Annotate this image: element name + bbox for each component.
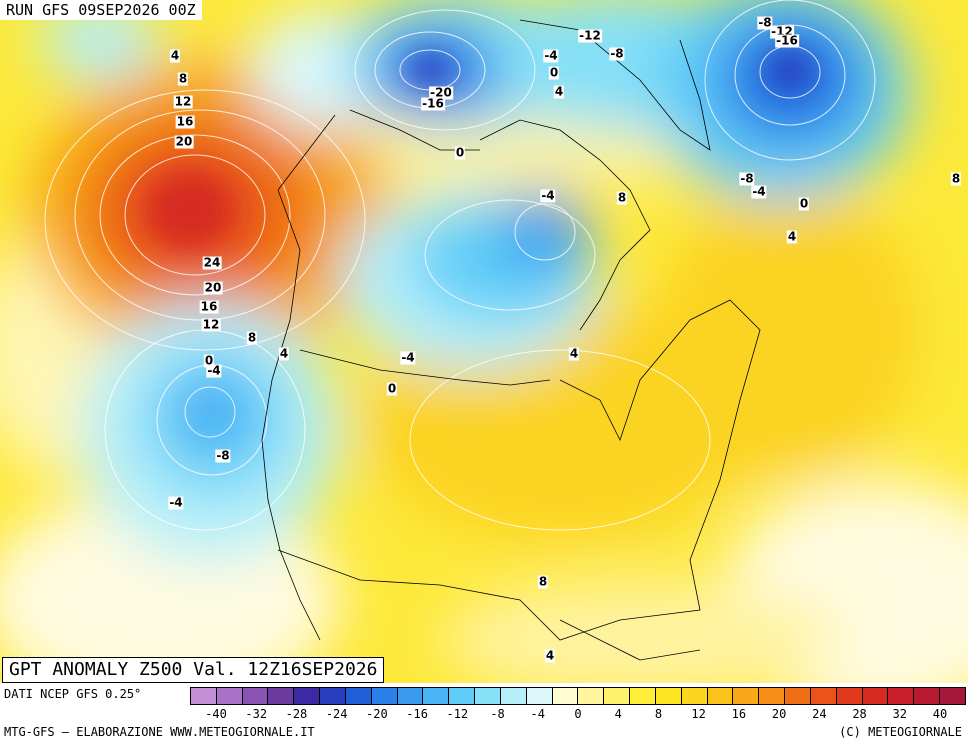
color-scale-tick: -8 xyxy=(490,707,505,721)
contour-label: 0 xyxy=(798,196,810,211)
contour-label: 20 xyxy=(203,280,223,295)
color-swatch xyxy=(940,688,965,704)
color-scale-tick: 0 xyxy=(574,707,582,721)
color-scale-tick: -16 xyxy=(406,707,428,721)
contour-label: 4 xyxy=(278,346,290,361)
color-swatch xyxy=(397,688,424,704)
color-swatch xyxy=(914,688,941,704)
contour-label: 24 xyxy=(202,255,222,270)
color-scale-tick: 32 xyxy=(892,707,907,721)
color-swatch xyxy=(268,688,295,704)
map-title: GPT ANOMALY Z500 Val. 12Z16SEP2026 xyxy=(2,657,385,683)
contour-label: 12 xyxy=(173,94,193,109)
contour-label: 4 xyxy=(786,229,798,244)
contour-label: -4 xyxy=(540,188,556,203)
contour-label: 8 xyxy=(537,574,549,589)
color-swatch xyxy=(345,688,372,704)
contour-label: 20 xyxy=(174,134,194,149)
contour-label: -4 xyxy=(751,184,767,199)
contour-label: 4 xyxy=(553,84,565,99)
data-source: DATI NCEP GFS 0.25° xyxy=(4,687,142,701)
color-swatch xyxy=(604,688,631,704)
color-scale-tick: -28 xyxy=(285,707,308,721)
color-scale-tick: 12 xyxy=(691,707,706,721)
footer: DATI NCEP GFS 0.25° -40 -32 -28 -24 -20 -16 -1… xyxy=(0,683,968,745)
color-swatch xyxy=(888,688,915,704)
contour-label: -4 xyxy=(543,48,559,63)
color-scale-tick: -12 xyxy=(446,707,469,721)
color-swatch xyxy=(836,688,863,704)
color-scale-tick: 24 xyxy=(812,707,827,721)
color-swatch xyxy=(294,688,321,704)
color-swatch xyxy=(630,688,656,704)
contour-label: -8 xyxy=(609,46,625,61)
color-scale-tick: -4 xyxy=(530,707,545,721)
color-scale-tick: -32 xyxy=(245,707,268,721)
color-swatch xyxy=(371,688,398,704)
color-swatch xyxy=(475,688,501,704)
credit-left: MTG-GFS — ELABORAZIONE WWW.METEOGIORNALE… xyxy=(4,725,315,739)
contour-label: 0 xyxy=(203,353,215,368)
geopotential-anomaly-map xyxy=(0,0,968,683)
contour-label: -16 xyxy=(775,33,799,48)
color-scale-tick: 20 xyxy=(771,707,787,721)
contour-label: 4 xyxy=(544,648,556,663)
credit-right: (C) METEOGIORNALE xyxy=(839,725,962,739)
contour-label: 4 xyxy=(568,346,580,361)
contour-label: -4 xyxy=(206,363,222,378)
color-scale-tick: 40 xyxy=(932,707,948,721)
contour-label: 8 xyxy=(950,171,962,186)
color-scale-tick: 28 xyxy=(852,707,867,721)
contour-label: -20 xyxy=(429,85,453,100)
contour-label: -4 xyxy=(400,350,416,365)
contour-label: 0 xyxy=(548,65,560,80)
contour-label: -12 xyxy=(578,28,602,43)
color-swatch xyxy=(810,688,837,704)
color-swatch xyxy=(423,688,450,704)
contour-label: 16 xyxy=(199,299,219,314)
color-swatch xyxy=(500,688,527,704)
color-scale-ticks: -40 -32 -28 -24 -20 -16 -12 -8 -4 0 4 8 12 16 20 24 28 32… xyxy=(190,707,966,721)
color-scale-tick: -24 xyxy=(325,707,348,721)
contour-label: 16 xyxy=(175,114,195,129)
contour-label: 8 xyxy=(246,330,258,345)
color-scale-tick: -40 xyxy=(205,707,227,721)
color-swatch xyxy=(216,688,243,704)
contour-label: -8 xyxy=(215,448,231,463)
contour-label: 12 xyxy=(201,317,221,332)
color-swatch xyxy=(862,688,889,704)
contour-label: -8 xyxy=(757,15,773,30)
color-swatch xyxy=(707,688,734,704)
contour-label: 0 xyxy=(454,145,466,160)
color-swatch xyxy=(526,688,553,704)
color-scale-tick: 16 xyxy=(731,707,747,721)
contour-label: -4 xyxy=(168,495,184,510)
color-swatch xyxy=(759,688,786,704)
color-swatch xyxy=(449,688,476,704)
color-swatch xyxy=(655,688,682,704)
color-swatch xyxy=(191,688,217,704)
color-swatch xyxy=(578,688,605,704)
contour-label: -8 xyxy=(739,171,755,186)
contour-label: 0 xyxy=(386,381,398,396)
color-swatch xyxy=(681,688,708,704)
color-swatch xyxy=(785,688,811,704)
color-scale-tick: -20 xyxy=(366,707,388,721)
run-title: RUN GFS 09SEP2026 00Z xyxy=(0,0,202,20)
color-swatch xyxy=(320,688,346,704)
color-swatch xyxy=(733,688,760,704)
contour-label: -16 xyxy=(421,96,445,111)
contour-label: 4 xyxy=(169,48,181,63)
contour-label: 8 xyxy=(177,71,189,86)
contour-label: 8 xyxy=(616,190,628,205)
color-scale-tick: 4 xyxy=(614,707,622,721)
color-scale xyxy=(190,687,966,705)
color-swatch xyxy=(242,688,269,704)
color-swatch xyxy=(552,688,579,704)
color-scale-tick: 8 xyxy=(654,707,663,721)
